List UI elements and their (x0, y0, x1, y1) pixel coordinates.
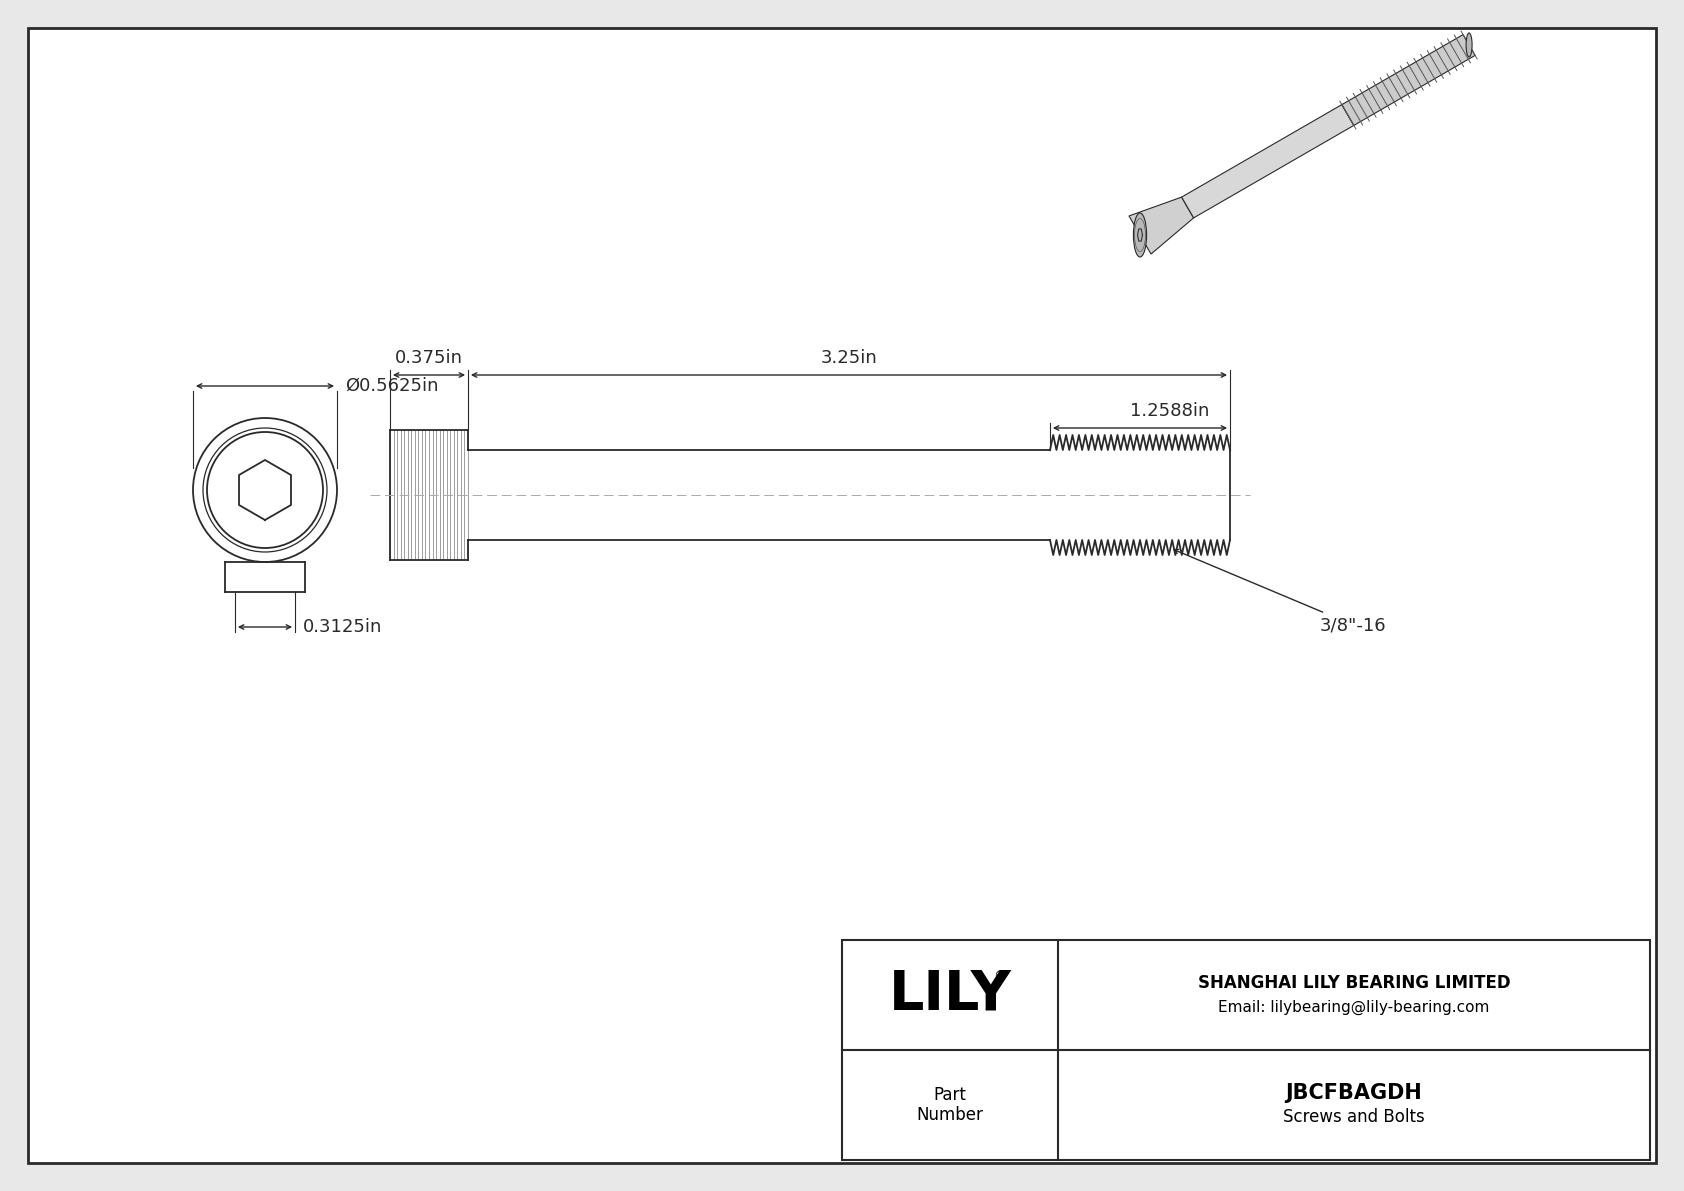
Bar (842, 940, 1650, 1160)
Text: 0.375in: 0.375in (396, 349, 463, 367)
Text: Email: lilybearing@lily-bearing.com: Email: lilybearing@lily-bearing.com (1218, 999, 1490, 1015)
Ellipse shape (1133, 213, 1147, 257)
Text: ®: ® (994, 969, 1007, 984)
Text: Ø0.5625in: Ø0.5625in (345, 378, 438, 395)
Polygon shape (1342, 35, 1475, 125)
Text: 3/8"-16: 3/8"-16 (1174, 549, 1386, 634)
Ellipse shape (1467, 33, 1472, 57)
Text: 0.3125in: 0.3125in (303, 618, 382, 636)
Polygon shape (1182, 105, 1354, 218)
Text: 3.25in: 3.25in (820, 349, 877, 367)
Polygon shape (1128, 197, 1194, 254)
Text: SHANGHAI LILY BEARING LIMITED: SHANGHAI LILY BEARING LIMITED (1197, 974, 1511, 992)
Text: Screws and Bolts: Screws and Bolts (1283, 1108, 1425, 1125)
Bar (842, 940, 1650, 1160)
Text: LILY: LILY (889, 968, 1012, 1022)
Text: 1.2588in: 1.2588in (1130, 403, 1209, 420)
Text: Part
Number: Part Number (916, 1086, 983, 1124)
Text: JBCFBAGDH: JBCFBAGDH (1285, 1083, 1423, 1103)
